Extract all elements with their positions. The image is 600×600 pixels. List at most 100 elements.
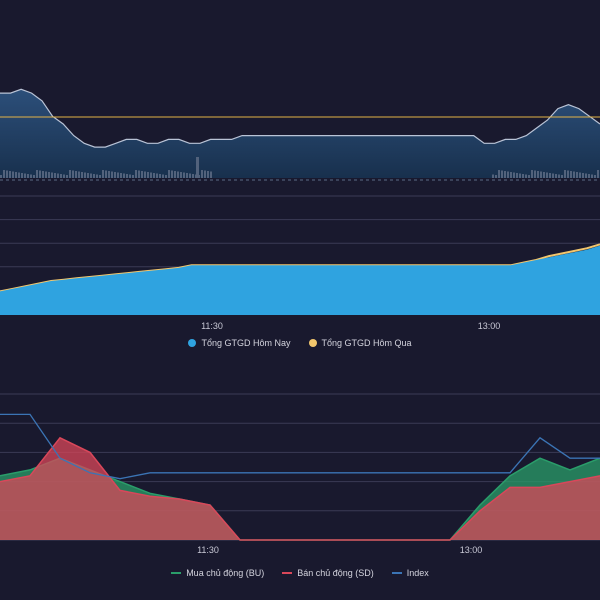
volume-bar <box>81 172 83 178</box>
yesterday-value-line <box>0 243 600 293</box>
volume-bar <box>183 172 185 178</box>
legend-item-yesterday[interactable]: Tổng GTGD Hôm Qua <box>308 338 412 348</box>
volume-bar <box>495 175 497 178</box>
volume-bar <box>9 171 11 178</box>
volume-bar <box>141 171 143 178</box>
legend-item-buy[interactable]: Mua chủ động (BU) <box>171 568 264 578</box>
buy-active-area <box>0 458 600 540</box>
legend-item-index[interactable]: Index <box>391 568 429 578</box>
volume-bar <box>87 173 89 178</box>
volume-bar <box>582 173 584 178</box>
volume-bar <box>153 173 155 178</box>
volume-bar <box>531 170 533 178</box>
volume-bar <box>552 173 554 178</box>
volume-bar <box>555 174 557 178</box>
trading-value-legend: Tổng GTGD Hôm Nay Tổng GTGD Hôm Qua <box>0 338 600 348</box>
volume-bar <box>42 171 44 178</box>
trading-value-grid <box>0 195 600 291</box>
volume-bar <box>144 171 146 178</box>
today-value-area <box>0 245 600 315</box>
sell-marker-icon <box>282 572 293 574</box>
volume-bar <box>543 172 545 178</box>
volume-bar <box>525 174 527 178</box>
volume-bar <box>135 170 137 178</box>
volume-bar <box>129 174 131 178</box>
index-line <box>0 88 600 148</box>
flow-legend: Mua chủ động (BU) Bán chủ động (SD) Inde… <box>0 568 600 578</box>
volume-bar <box>594 175 596 178</box>
index-area <box>0 89 600 178</box>
volume-bar <box>57 173 59 178</box>
volume-bar <box>27 174 29 178</box>
volume-bar <box>24 173 26 178</box>
volume-bar <box>210 171 212 178</box>
index-marker-icon <box>391 572 402 574</box>
volume-bar <box>579 172 581 178</box>
volume-bar <box>576 172 578 178</box>
volume-bar <box>117 172 119 178</box>
volume-bar <box>564 170 566 178</box>
volume-bar <box>189 173 191 178</box>
volume-bar <box>573 171 575 178</box>
volume-bar <box>561 175 563 178</box>
volume-bar <box>30 174 32 178</box>
buy-marker-icon <box>171 572 182 574</box>
legend-item-sell[interactable]: Bán chủ động (SD) <box>282 568 374 578</box>
volume-bar <box>492 174 494 178</box>
bottom-x-tick-1130: 11:30 <box>197 545 219 555</box>
mid-x-tick-1300: 13:00 <box>478 321 501 331</box>
legend-label-buy: Mua chủ động (BU) <box>186 568 265 578</box>
legend-label-today: Tổng GTGD Hôm Nay <box>201 338 291 348</box>
volume-bar <box>147 172 149 178</box>
volume-bar <box>33 175 35 178</box>
volume-bar <box>192 174 194 178</box>
mid-x-tick-1130: 11:30 <box>201 321 223 331</box>
volume-bar <box>540 171 542 178</box>
volume-bar <box>18 172 20 178</box>
legend-item-today[interactable]: Tổng GTGD Hôm Nay <box>188 338 291 348</box>
volume-bar <box>69 170 71 178</box>
volume-bar <box>546 172 548 178</box>
volume-bar <box>537 171 539 178</box>
volume-bar <box>120 173 122 178</box>
today-marker-icon <box>188 339 197 347</box>
volume-bar <box>204 170 206 178</box>
volume-bar <box>567 170 569 178</box>
volume-bar <box>45 171 47 178</box>
volume-bar <box>510 172 512 178</box>
volume-bar <box>180 172 182 178</box>
volume-bar <box>0 175 2 178</box>
volume-bar <box>21 173 23 178</box>
volume-bar <box>51 172 53 178</box>
volume-bar <box>591 174 593 178</box>
volume-bar <box>570 171 572 178</box>
volume-bar <box>111 171 113 178</box>
volume-bar <box>78 171 80 178</box>
yesterday-marker-icon <box>308 339 317 347</box>
buy-active-area-line <box>0 457 600 541</box>
flow-grid <box>0 393 600 541</box>
volume-bar <box>72 170 74 178</box>
volume-bar <box>588 174 590 178</box>
volume-bar <box>84 172 86 178</box>
volume-bar <box>171 170 173 178</box>
sell-active-area-line <box>0 436 600 541</box>
volume-bar <box>102 170 104 178</box>
volume-bar <box>60 174 62 178</box>
flow-areas <box>0 413 600 541</box>
volume-bars-layer <box>0 157 599 178</box>
volume-bar <box>6 170 8 178</box>
volume-bar <box>105 170 107 178</box>
index-area-layer <box>0 88 600 178</box>
legend-label-yesterday: Tổng GTGD Hôm Qua <box>321 338 412 348</box>
volume-bar <box>54 173 56 178</box>
volume-bar <box>36 170 38 178</box>
volume-bar <box>186 173 188 178</box>
trading-value-areas <box>0 243 600 315</box>
volume-bar <box>39 170 41 178</box>
volume-bar <box>162 174 164 178</box>
index-intraday-chart <box>0 88 600 181</box>
volume-bar <box>585 173 587 178</box>
volume-bar <box>516 173 518 178</box>
volume-bar <box>3 170 5 178</box>
